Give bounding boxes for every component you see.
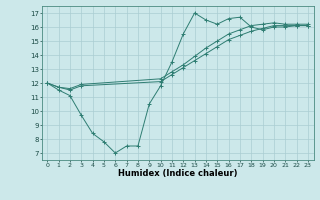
X-axis label: Humidex (Indice chaleur): Humidex (Indice chaleur) [118,169,237,178]
